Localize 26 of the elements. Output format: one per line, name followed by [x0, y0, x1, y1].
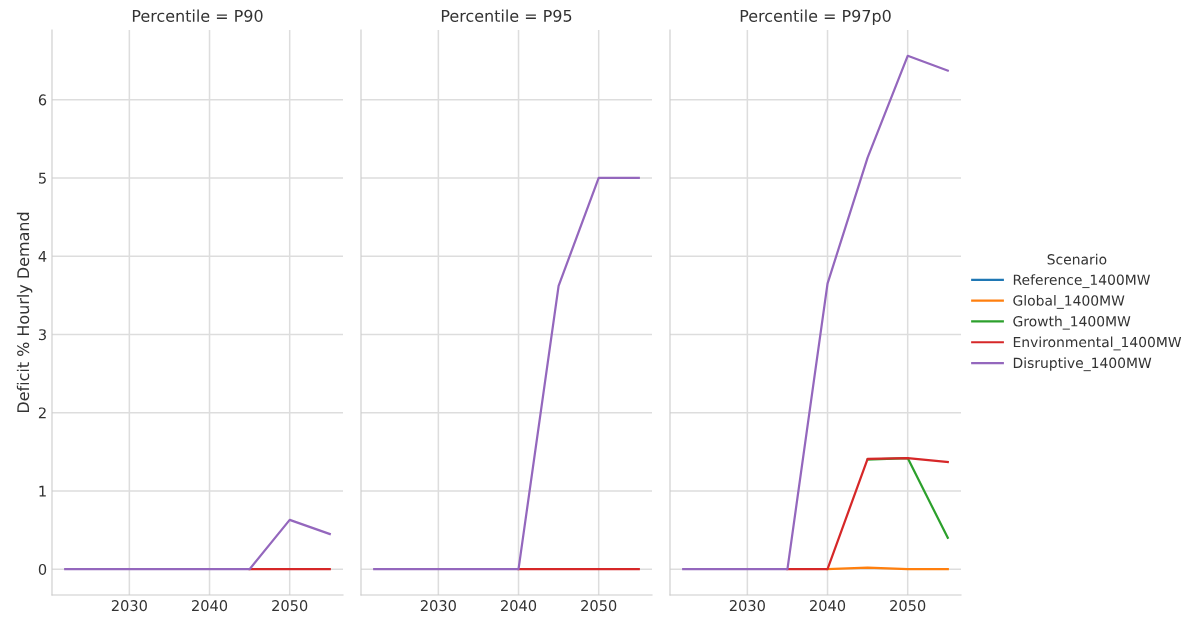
legend-label: Global_1400MW: [1013, 295, 1125, 309]
chart-title: Percentile = P97p0: [740, 9, 891, 25]
x-tick-label: 2050: [581, 600, 617, 612]
x-tick-label: 2030: [729, 600, 765, 612]
x-tick-label: 2030: [111, 600, 147, 612]
y-tick-label: 1: [39, 485, 46, 497]
legend-label: Environmental_1400MW: [1013, 336, 1182, 351]
legend-label: Disruptive_1400MW: [1013, 357, 1152, 372]
legend-title: Scenario: [1047, 253, 1107, 265]
y-tick-label: 3: [38, 329, 46, 341]
chart-title: Percentile = P95: [441, 9, 572, 22]
chart-title: Percentile = P90: [132, 9, 263, 22]
x-tick-label: 2040: [810, 600, 846, 612]
legend-label: Growth_1400MW: [1013, 315, 1131, 330]
x-tick-label: 2050: [272, 600, 308, 612]
x-tick-label: 2050: [890, 600, 926, 612]
y-tick-label: 2: [38, 407, 46, 419]
y-tick-label: 6: [38, 94, 47, 106]
y-axis-title: Deficit % Hourly Demand: [16, 212, 33, 413]
y-tick-label: 0: [38, 563, 47, 575]
legend-label: Reference_1400MW: [1013, 274, 1151, 289]
y-tick-label: 4: [38, 251, 47, 262]
x-tick-label: 2030: [420, 600, 456, 612]
y-tick-label: 5: [38, 172, 46, 184]
x-tick-label: 2040: [192, 600, 228, 612]
x-tick-label: 2040: [501, 600, 537, 612]
